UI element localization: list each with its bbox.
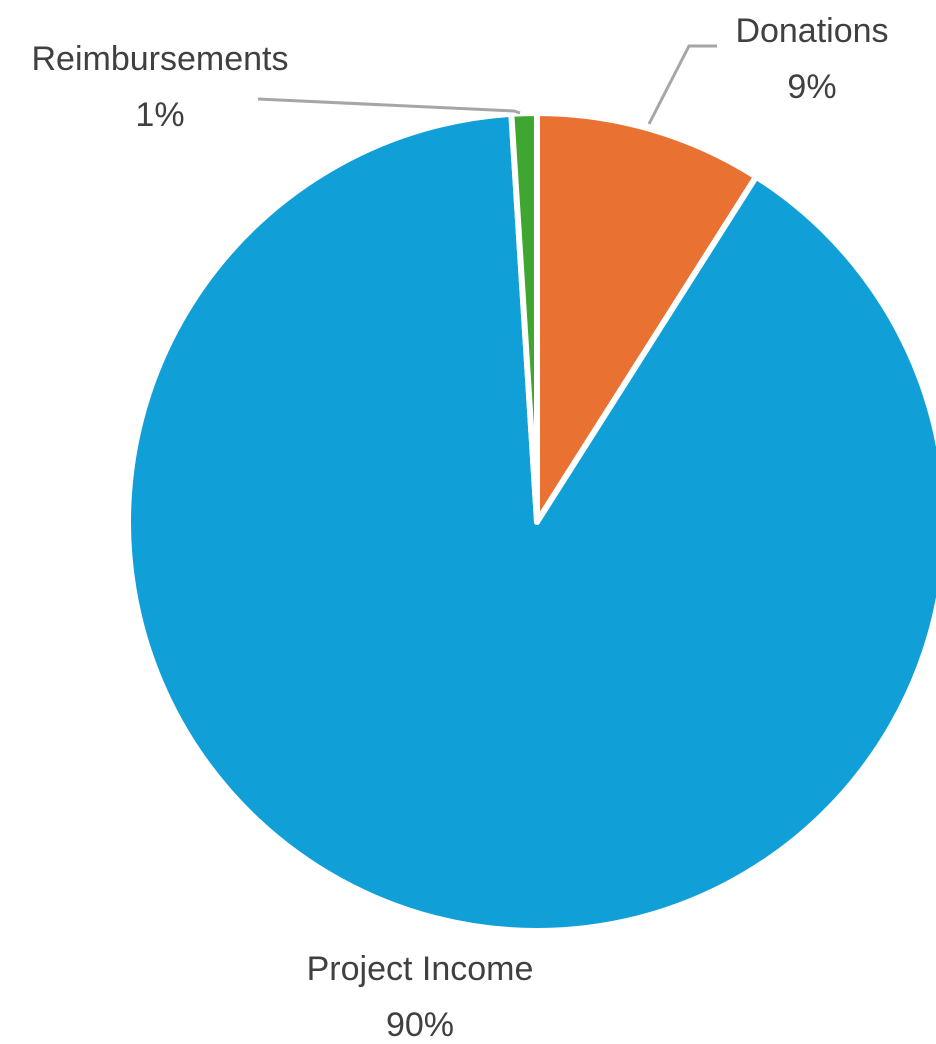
data-label-name-project-income: Project Income	[307, 950, 534, 988]
data-labels: Donations 9% Reimbursements 1% Project I…	[32, 12, 889, 1044]
leader-line-donations	[647, 44, 717, 125]
pie-slice-donations	[534, 110, 760, 525]
data-label-value-donations: 9%	[787, 68, 836, 106]
data-label-name-donations: Donations	[735, 12, 888, 50]
leader-lines	[257, 44, 717, 125]
pie-slice-reimbursements	[508, 110, 540, 525]
pie-slices	[125, 110, 936, 934]
leader-line-reimbursements	[257, 97, 521, 115]
data-label-name-reimbursements: Reimbursements	[32, 40, 289, 78]
data-label-value-project-income: 90%	[386, 1006, 454, 1044]
data-label-value-reimbursements: 1%	[135, 96, 184, 134]
pie-slice-project-income	[125, 110, 936, 934]
